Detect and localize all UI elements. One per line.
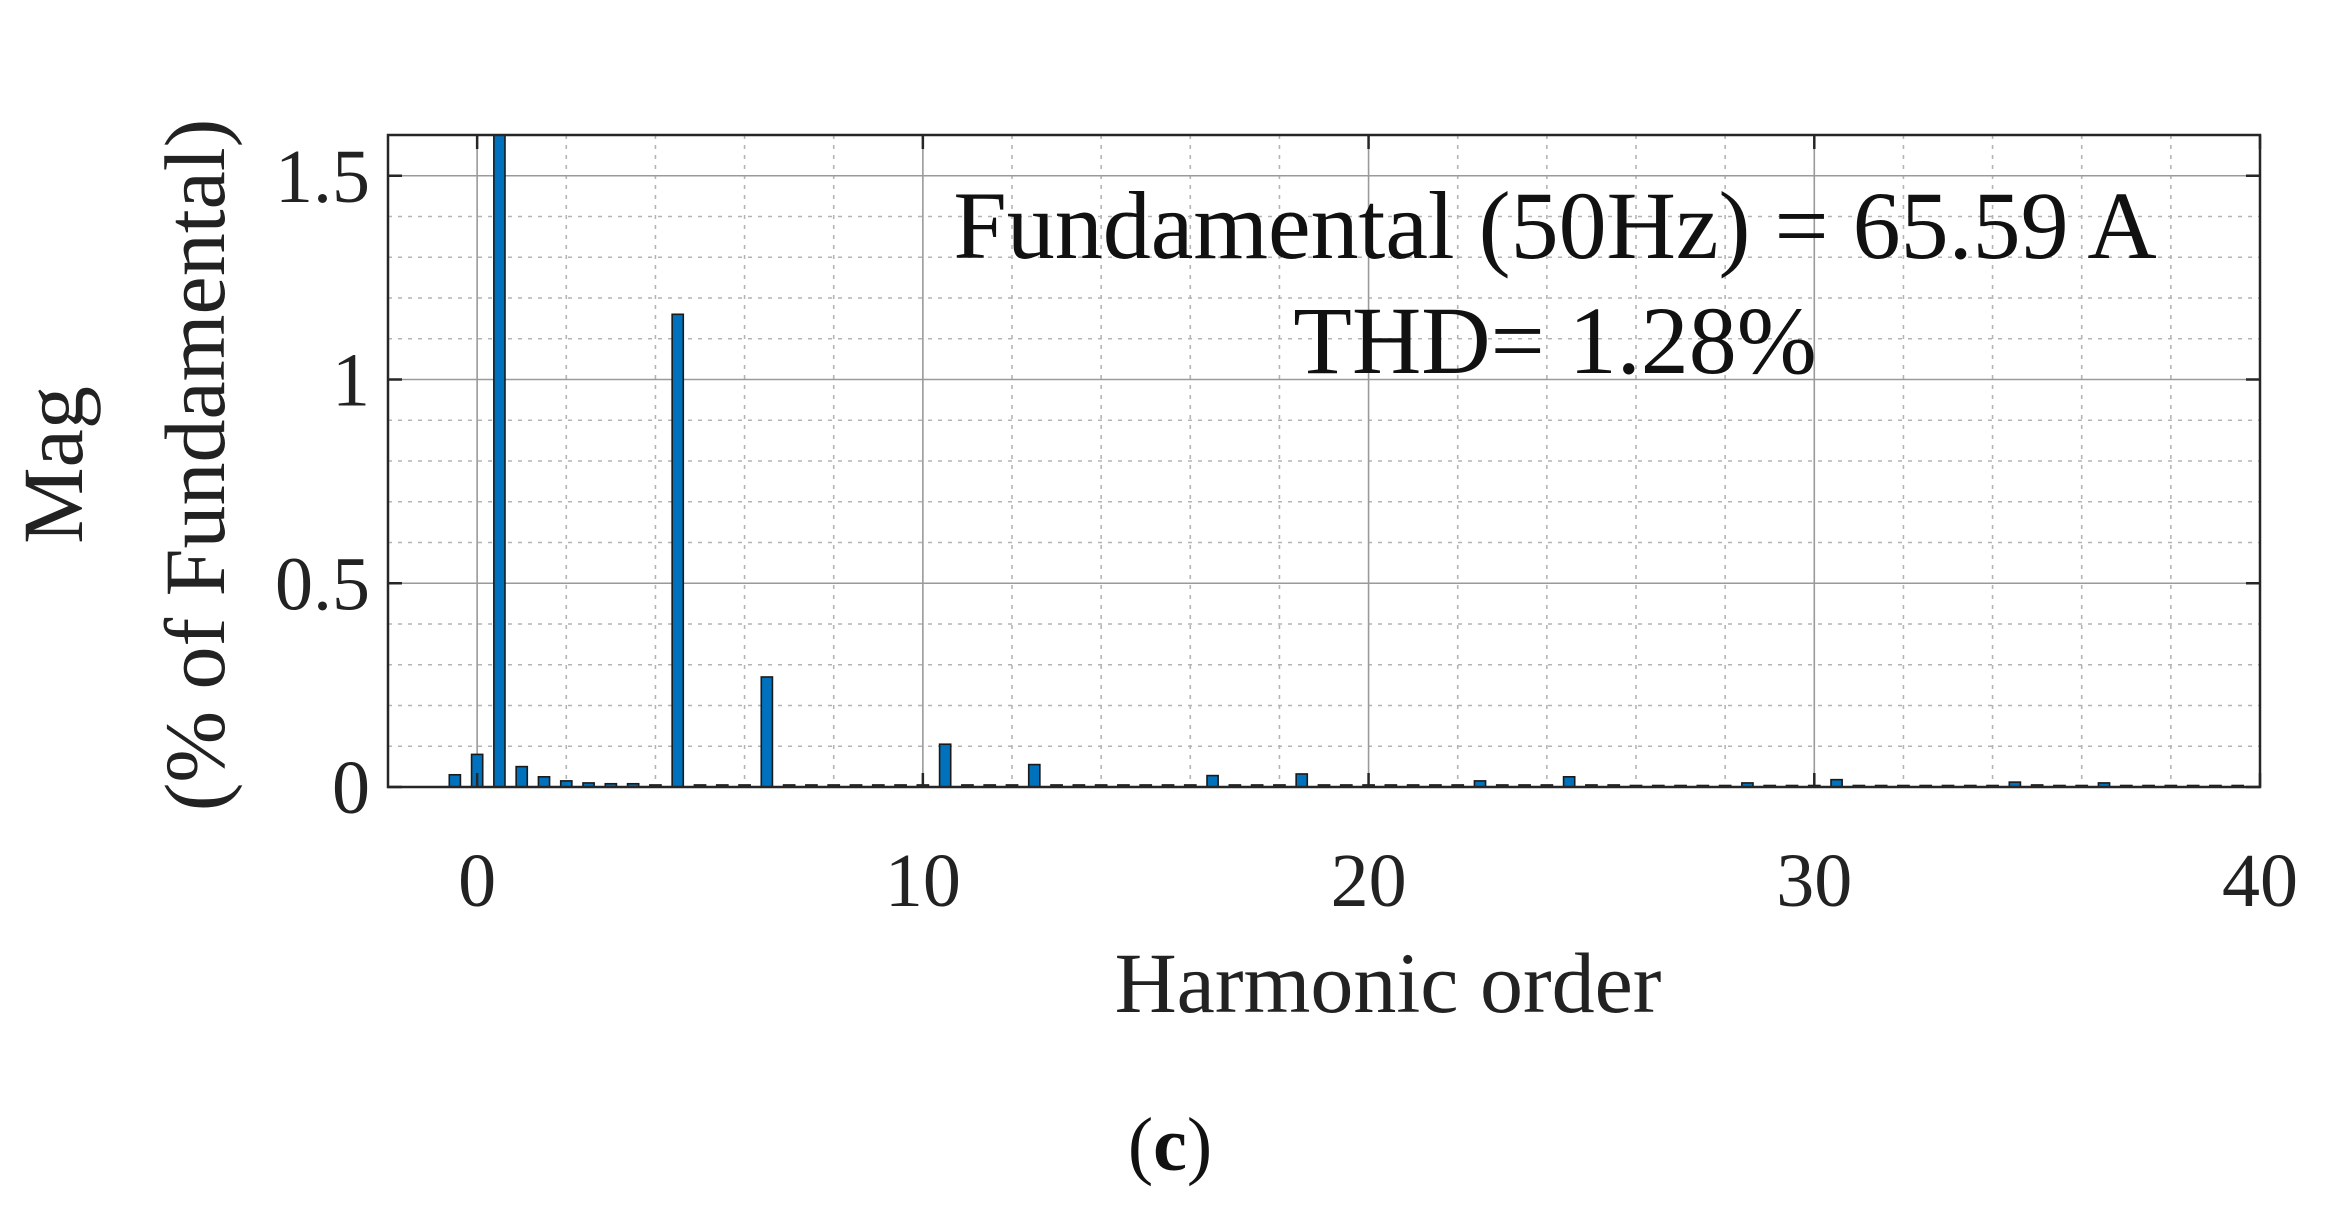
bar: [448, 773, 462, 788]
y-tick-label: 0.5: [275, 542, 370, 626]
bar: [493, 134, 506, 788]
bar: [938, 743, 952, 788]
x-axis-title: Harmonic order: [1115, 935, 1662, 1031]
bar: [1206, 774, 1219, 788]
figure-caption: (c): [1128, 1103, 1212, 1187]
x-tick-label: 30: [1776, 839, 1852, 923]
x-tick-labels: 0 10 20 30 40: [458, 839, 2298, 923]
x-tick-label: 10: [885, 839, 961, 923]
caption-close-paren: ): [1187, 1103, 1212, 1187]
thd-annotation: THD= 1.28%: [1293, 287, 1816, 394]
axes-frame: [386, 133, 2262, 789]
caption-open-paren: (: [1128, 1103, 1153, 1187]
bar: [1562, 776, 1576, 788]
fundamental-annotation: Fundamental (50Hz) = 65.59 A: [953, 172, 2156, 279]
caption-letter: c: [1153, 1103, 1187, 1187]
y-tick-label: 0: [332, 746, 370, 830]
bar: [515, 765, 529, 788]
y-axis-title-line2: (% of Fundamental): [147, 119, 243, 812]
y-axis-title-line1: Mag: [5, 386, 101, 544]
bar: [1295, 773, 1309, 788]
y-tick-label: 1: [332, 339, 370, 423]
bar: [760, 676, 774, 788]
x-tick-label: 40: [2222, 839, 2298, 923]
axes-box: [386, 133, 2262, 789]
x-tick-label: 0: [458, 839, 496, 923]
x-tick-label: 20: [1331, 839, 1407, 923]
bar: [671, 313, 685, 788]
bar: [537, 776, 551, 788]
y-tick-label: 1.5: [275, 135, 370, 219]
grid-lines: [387, 135, 2260, 787]
bar: [1027, 763, 1041, 788]
y-tick-labels: 0 0.5 1 1.5: [275, 135, 370, 830]
